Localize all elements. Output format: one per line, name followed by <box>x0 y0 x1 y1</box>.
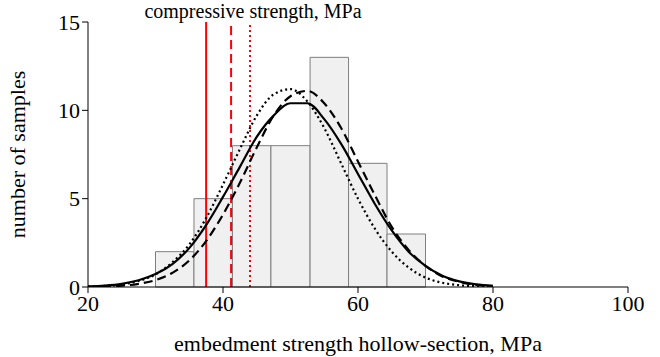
svg-text:15: 15 <box>58 10 80 35</box>
svg-text:80: 80 <box>482 291 504 316</box>
svg-text:5: 5 <box>69 186 80 211</box>
svg-text:0: 0 <box>69 275 80 300</box>
svg-text:number of samples: number of samples <box>5 71 30 238</box>
svg-text:40: 40 <box>212 291 234 316</box>
html-text:compressive strength, MPa: compressive strength, MPa <box>144 0 362 22</box>
svg-text:10: 10 <box>58 98 80 123</box>
svg-text:20: 20 <box>77 291 99 316</box>
svg-text:60: 60 <box>347 291 369 316</box>
svg-text:embedment strength hollow-sect: embedment strength hollow-section, MPa <box>174 331 542 356</box>
svg-text:100: 100 <box>612 291 645 316</box>
